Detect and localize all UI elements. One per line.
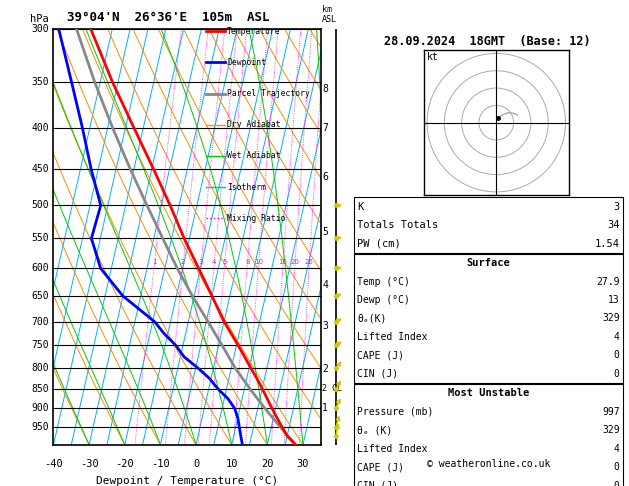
Text: 500: 500	[31, 200, 48, 210]
Text: 7: 7	[322, 123, 328, 134]
Text: 1: 1	[152, 260, 157, 265]
Text: 20: 20	[261, 459, 274, 469]
Text: 16: 16	[279, 260, 287, 265]
Text: 8: 8	[322, 84, 328, 94]
Text: 27.9: 27.9	[596, 277, 620, 287]
Text: © weatheronline.co.uk: © weatheronline.co.uk	[426, 459, 550, 469]
Text: CAPE (J): CAPE (J)	[357, 350, 404, 361]
Text: Totals Totals: Totals Totals	[357, 220, 438, 230]
Text: CIN (J): CIN (J)	[357, 369, 398, 379]
Text: 900: 900	[31, 403, 48, 413]
Text: CIN (J): CIN (J)	[357, 481, 398, 486]
Text: -40: -40	[44, 459, 63, 469]
Text: Pressure (mb): Pressure (mb)	[357, 407, 433, 417]
Text: 28.09.2024  18GMT  (Base: 12): 28.09.2024 18GMT (Base: 12)	[384, 35, 590, 49]
Text: hPa: hPa	[30, 14, 48, 24]
Text: 850: 850	[31, 383, 48, 394]
Text: Dewp (°C): Dewp (°C)	[357, 295, 410, 305]
Text: 30: 30	[297, 459, 309, 469]
Text: 3: 3	[199, 260, 203, 265]
Text: 950: 950	[31, 422, 48, 432]
Text: kt: kt	[427, 52, 439, 62]
Text: 329: 329	[602, 425, 620, 435]
Text: 450: 450	[31, 164, 48, 174]
Text: 800: 800	[31, 363, 48, 373]
Text: 0: 0	[193, 459, 199, 469]
Text: Wet Adiabat: Wet Adiabat	[227, 152, 281, 160]
Text: Dry Adiabat: Dry Adiabat	[227, 120, 281, 129]
Text: 2: 2	[322, 364, 328, 374]
Text: Mixing Ratio: Mixing Ratio	[227, 214, 286, 223]
Text: 3: 3	[322, 321, 328, 331]
Text: 750: 750	[31, 340, 48, 350]
Text: 600: 600	[31, 263, 48, 274]
Text: -30: -30	[80, 459, 99, 469]
Text: 8: 8	[245, 260, 250, 265]
Text: 10: 10	[254, 260, 263, 265]
Text: 6: 6	[322, 172, 328, 182]
Text: θₑ (K): θₑ (K)	[357, 425, 392, 435]
Text: km
ASL: km ASL	[322, 5, 337, 24]
Text: 0: 0	[614, 462, 620, 472]
Text: Dewpoint: Dewpoint	[227, 58, 266, 67]
Text: 997: 997	[602, 407, 620, 417]
Text: 550: 550	[31, 233, 48, 243]
Text: 329: 329	[602, 313, 620, 324]
Text: 4: 4	[212, 260, 216, 265]
Text: 26: 26	[305, 260, 314, 265]
Text: Parcel Trajectory: Parcel Trajectory	[227, 89, 310, 98]
Text: 350: 350	[31, 77, 48, 87]
Text: Isotherm: Isotherm	[227, 183, 266, 191]
Text: PW (cm): PW (cm)	[357, 239, 401, 249]
Text: 700: 700	[31, 316, 48, 327]
Text: 2 CL: 2 CL	[322, 384, 342, 393]
Text: 0: 0	[614, 369, 620, 379]
Text: Temp (°C): Temp (°C)	[357, 277, 410, 287]
Text: 0: 0	[614, 481, 620, 486]
Text: 39°04'N  26°36'E  105m  ASL: 39°04'N 26°36'E 105m ASL	[67, 11, 270, 24]
Text: θₑ(K): θₑ(K)	[357, 313, 387, 324]
Text: 4: 4	[614, 444, 620, 454]
Text: 300: 300	[31, 24, 48, 34]
Text: Lifted Index: Lifted Index	[357, 332, 428, 342]
Text: 34: 34	[607, 220, 620, 230]
Text: 4: 4	[322, 279, 328, 290]
Text: Temperature: Temperature	[227, 27, 281, 36]
Text: 1.54: 1.54	[594, 239, 620, 249]
Text: 1: 1	[322, 403, 328, 413]
Text: 3: 3	[613, 202, 620, 212]
Text: 2: 2	[181, 260, 186, 265]
Text: Dewpoint / Temperature (°C): Dewpoint / Temperature (°C)	[96, 476, 278, 486]
Text: Lifted Index: Lifted Index	[357, 444, 428, 454]
Text: Surface: Surface	[467, 258, 510, 268]
Text: 5: 5	[322, 227, 328, 237]
Text: 20: 20	[291, 260, 299, 265]
Text: Most Unstable: Most Unstable	[448, 388, 529, 399]
Text: 10: 10	[225, 459, 238, 469]
Text: 4: 4	[614, 332, 620, 342]
Text: 5: 5	[222, 260, 226, 265]
Text: K: K	[357, 202, 364, 212]
Text: 400: 400	[31, 123, 48, 134]
Text: 13: 13	[608, 295, 620, 305]
Text: CAPE (J): CAPE (J)	[357, 462, 404, 472]
Text: 0: 0	[614, 350, 620, 361]
Text: -20: -20	[115, 459, 134, 469]
Text: -10: -10	[151, 459, 170, 469]
Text: 650: 650	[31, 291, 48, 301]
